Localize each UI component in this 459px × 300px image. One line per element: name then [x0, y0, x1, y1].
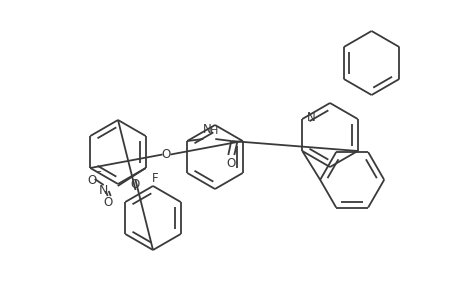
- Text: O: O: [103, 196, 112, 208]
- Text: O: O: [131, 178, 140, 191]
- Text: O: O: [87, 173, 96, 187]
- Text: O: O: [162, 148, 171, 161]
- Text: N: N: [202, 123, 211, 136]
- Text: N: N: [307, 110, 315, 124]
- Text: O: O: [226, 157, 235, 169]
- Text: N: N: [99, 184, 108, 196]
- Text: −: −: [94, 167, 101, 177]
- Text: H: H: [210, 126, 218, 136]
- Text: F: F: [151, 172, 158, 184]
